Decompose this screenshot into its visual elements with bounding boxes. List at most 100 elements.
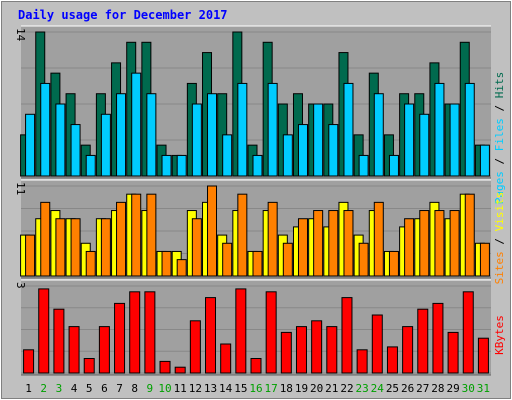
bar-sites-25 [388, 250, 399, 277]
legend-item-hits: Hits [493, 72, 506, 99]
bar-sites-23 [358, 242, 369, 277]
bar-sites-26 [404, 218, 415, 277]
bar-kbytes-9 [144, 291, 156, 374]
bar-kbytes-18 [280, 331, 292, 374]
bar-files-27 [419, 113, 430, 177]
y-max-label-hits: 14 [14, 28, 27, 42]
bar-kbytes-6 [98, 326, 110, 374]
bar-files-2 [40, 82, 51, 177]
x-tick-label-8: 8 [131, 382, 138, 395]
bar-sites-14 [222, 242, 233, 277]
x-tick-label-12: 12 [189, 382, 202, 395]
x-tick-label-29: 29 [446, 382, 459, 395]
series-kbytes [23, 288, 489, 374]
x-tick-label-18: 18 [280, 382, 293, 395]
bar-kbytes-4 [68, 326, 80, 374]
x-tick-label-15: 15 [234, 382, 247, 395]
bar-files-24 [373, 93, 384, 177]
bar-kbytes-30 [462, 291, 474, 374]
legend-item-kbytes: KBytes [493, 315, 506, 355]
bar-sites-20 [313, 210, 324, 277]
x-tick-label-11: 11 [174, 382, 187, 395]
bar-kbytes-14 [220, 343, 232, 374]
x-tick-label-1: 1 [25, 382, 32, 395]
x-tick-label-3: 3 [56, 382, 63, 395]
chart-title: Daily usage for December 2017 [18, 8, 228, 22]
bar-kbytes-29 [447, 331, 459, 374]
bar-files-19 [297, 124, 308, 177]
bar-sites-24 [373, 201, 384, 277]
bar-sites-2 [40, 201, 51, 277]
chart-panels: 14 11 3 [14, 25, 491, 376]
bar-kbytes-23 [356, 349, 368, 374]
x-tick-label-9: 9 [147, 382, 154, 395]
bar-files-6 [100, 113, 111, 177]
bar-files-3 [55, 103, 66, 177]
x-tick-label-20: 20 [310, 382, 323, 395]
bar-kbytes-19 [295, 326, 307, 374]
bar-sites-8 [131, 193, 142, 277]
x-tick-label-6: 6 [101, 382, 108, 395]
bar-files-7 [116, 93, 127, 177]
panel-kbytes: 3 [14, 279, 491, 376]
bar-files-15 [237, 82, 248, 177]
y-max-label-visits: 11 [14, 182, 27, 195]
x-tick-label-27: 27 [416, 382, 429, 395]
legend-hits: Pages / Files / Hits [493, 72, 506, 205]
legend-item-pages: Pages [493, 171, 506, 204]
x-tick-label-7: 7 [116, 382, 123, 395]
bar-sites-21 [328, 210, 339, 277]
bar-sites-4 [70, 218, 81, 277]
bar-kbytes-5 [83, 358, 95, 374]
bar-files-29 [449, 103, 460, 177]
bar-kbytes-24 [371, 314, 383, 374]
bar-kbytes-2 [38, 288, 50, 374]
bar-sites-19 [297, 218, 308, 277]
bar-files-9 [146, 93, 157, 177]
bar-files-13 [207, 93, 218, 177]
bar-files-5 [85, 154, 96, 177]
bar-kbytes-10 [159, 360, 171, 374]
bar-sites-9 [146, 193, 157, 277]
y-max-label-kbytes: 3 [14, 282, 27, 289]
bar-files-25 [388, 154, 399, 177]
x-tick-label-24: 24 [371, 382, 385, 395]
legend-kbytes: KBytes [493, 315, 506, 355]
bar-kbytes-27 [417, 308, 429, 374]
bar-kbytes-17 [265, 291, 277, 374]
bar-sites-1 [25, 234, 36, 277]
bar-kbytes-20 [311, 320, 323, 374]
bar-sites-31 [479, 242, 490, 277]
bar-sites-7 [116, 201, 127, 277]
x-tick-label-17: 17 [265, 382, 278, 395]
x-tick-label-21: 21 [325, 382, 338, 395]
bar-files-16 [252, 154, 263, 177]
bar-kbytes-11 [174, 366, 186, 374]
bar-files-12 [191, 103, 202, 177]
bar-files-28 [434, 82, 445, 177]
legend-separator: / [493, 151, 506, 171]
bar-files-20 [313, 103, 324, 177]
legend-item-files: Files [493, 118, 506, 151]
bar-files-14 [222, 134, 233, 177]
legend-item-sites: Sites [493, 251, 506, 284]
x-tick-label-23: 23 [356, 382, 369, 395]
bar-files-31 [479, 144, 490, 177]
x-axis-labels: 1 2 3 4 5 6 7 8 9 10 11 12 13 14 15 16 17 18 19 20 21 22 23 24 2… [25, 382, 490, 395]
bar-kbytes-15 [235, 288, 247, 374]
bar-kbytes-16 [250, 358, 262, 374]
bar-kbytes-22 [341, 297, 353, 374]
x-tick-label-10: 10 [158, 382, 171, 395]
bar-sites-6 [100, 218, 111, 277]
bar-sites-13 [207, 185, 218, 277]
bar-files-11 [176, 154, 187, 177]
legend-item-visits: Visits [493, 192, 506, 232]
bar-sites-29 [449, 210, 460, 277]
bar-kbytes-3 [53, 308, 65, 374]
x-tick-label-13: 13 [204, 382, 217, 395]
x-tick-label-5: 5 [86, 382, 93, 395]
bar-kbytes-21 [326, 326, 338, 374]
legend-visits: Sites / Visits [493, 192, 506, 285]
